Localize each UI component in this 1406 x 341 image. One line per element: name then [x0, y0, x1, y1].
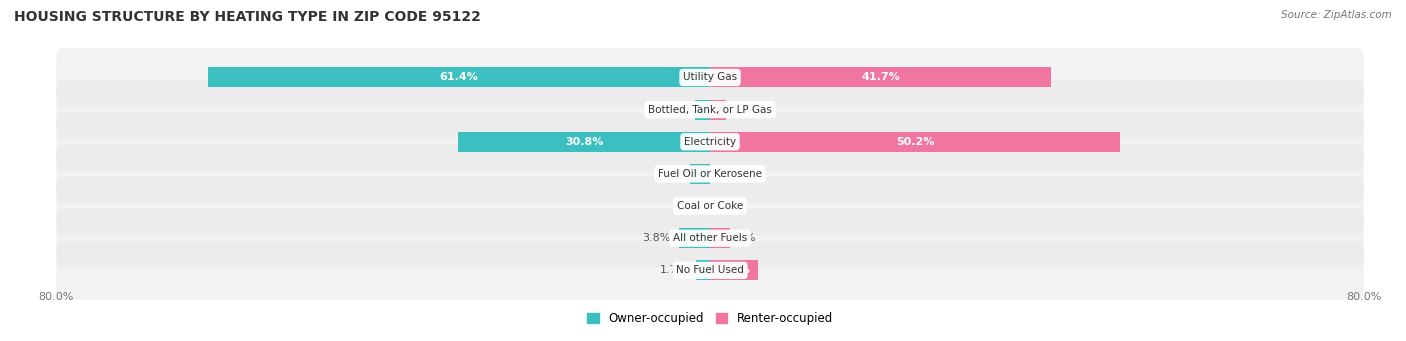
FancyBboxPatch shape	[56, 113, 1364, 171]
FancyBboxPatch shape	[56, 145, 1364, 203]
Bar	[710, 261, 758, 280]
Bar	[710, 100, 727, 120]
Text: 0.0%: 0.0%	[718, 169, 747, 179]
Bar	[679, 228, 710, 248]
FancyBboxPatch shape	[56, 177, 1364, 235]
FancyBboxPatch shape	[56, 48, 1364, 107]
Text: 1.9%: 1.9%	[658, 105, 686, 115]
Text: Fuel Oil or Kerosene: Fuel Oil or Kerosene	[658, 169, 762, 179]
Text: 41.7%: 41.7%	[860, 72, 900, 83]
Text: All other Fuels: All other Fuels	[673, 233, 747, 243]
Text: HOUSING STRUCTURE BY HEATING TYPE IN ZIP CODE 95122: HOUSING STRUCTURE BY HEATING TYPE IN ZIP…	[14, 10, 481, 24]
Bar	[710, 132, 1121, 152]
Text: 3.8%: 3.8%	[643, 233, 671, 243]
Bar	[710, 228, 731, 248]
Bar	[689, 164, 710, 184]
Text: 0.0%: 0.0%	[718, 201, 747, 211]
Text: 0.39%: 0.39%	[664, 169, 699, 179]
Text: 61.4%: 61.4%	[440, 72, 478, 83]
Text: No Fuel Used: No Fuel Used	[676, 265, 744, 276]
Bar	[458, 132, 710, 152]
Text: 5.9%: 5.9%	[718, 265, 749, 276]
Text: Utility Gas: Utility Gas	[683, 72, 737, 83]
Bar	[710, 68, 1050, 87]
Bar	[208, 68, 710, 87]
Text: Bottled, Tank, or LP Gas: Bottled, Tank, or LP Gas	[648, 105, 772, 115]
Text: Electricity: Electricity	[683, 137, 737, 147]
Legend: Owner-occupied, Renter-occupied: Owner-occupied, Renter-occupied	[582, 308, 838, 330]
Text: 2.0%: 2.0%	[734, 105, 763, 115]
Text: 0.29%: 0.29%	[720, 233, 756, 243]
FancyBboxPatch shape	[56, 241, 1364, 300]
Text: 50.2%: 50.2%	[896, 137, 935, 147]
Text: 0.0%: 0.0%	[673, 201, 702, 211]
Text: Coal or Coke: Coal or Coke	[676, 201, 744, 211]
FancyBboxPatch shape	[56, 80, 1364, 139]
Text: 30.8%: 30.8%	[565, 137, 603, 147]
Bar	[696, 261, 710, 280]
Text: Source: ZipAtlas.com: Source: ZipAtlas.com	[1281, 10, 1392, 20]
FancyBboxPatch shape	[56, 209, 1364, 267]
Bar	[695, 100, 710, 120]
Text: 1.7%: 1.7%	[659, 265, 688, 276]
